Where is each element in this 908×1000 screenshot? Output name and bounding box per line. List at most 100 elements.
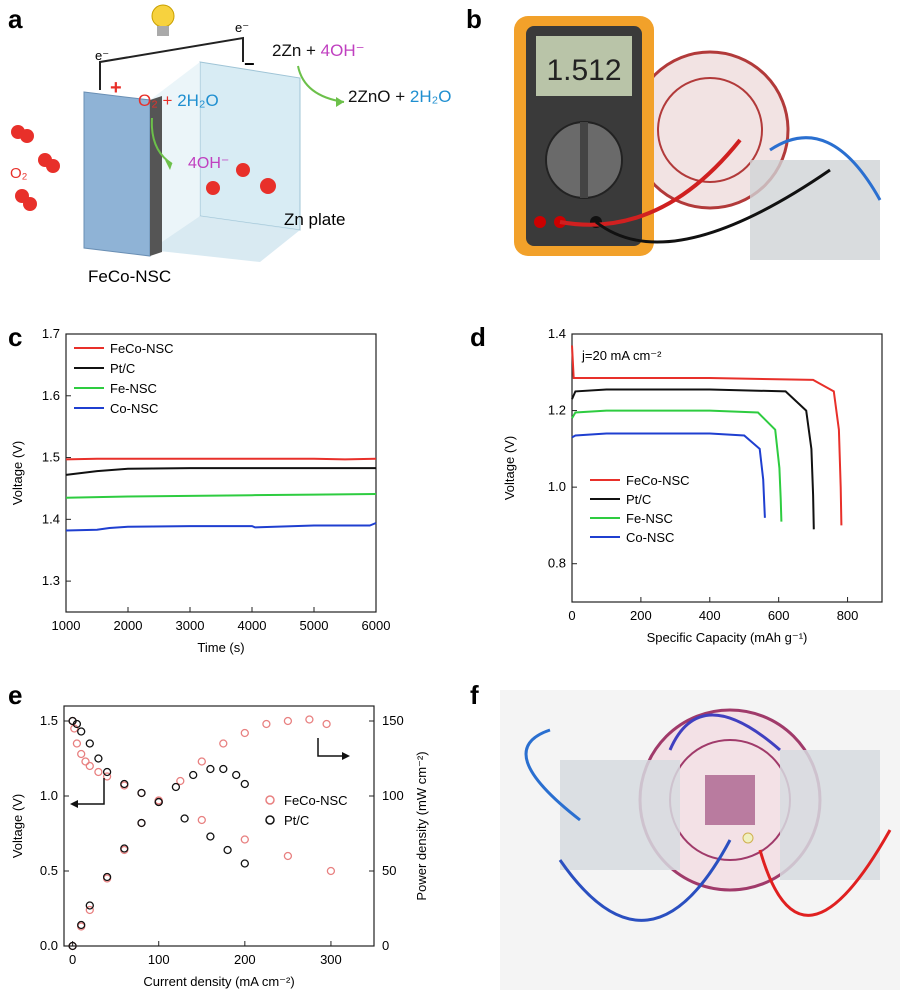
- data-point: [120, 844, 129, 853]
- data-point: [240, 859, 249, 868]
- o2-molecules: [11, 125, 60, 211]
- x-tick-label: 400: [699, 608, 721, 623]
- legend-label: FeCo-NSC: [626, 473, 690, 488]
- o2-label: O₂: [10, 165, 28, 182]
- electron-left-label: e⁻: [95, 48, 109, 63]
- data-point: [70, 724, 79, 733]
- legend-label: Co-NSC: [626, 530, 674, 545]
- reaction-arrow-anode: [297, 65, 345, 103]
- data-point: [85, 761, 94, 771]
- electrode-label: FeCo-NSC: [88, 267, 171, 286]
- x-tick-label: 2000: [114, 618, 143, 633]
- series-line-feconsc: [571, 345, 843, 526]
- data-point: [305, 715, 314, 724]
- series-line-fensc: [65, 493, 377, 499]
- data-point: [85, 901, 94, 910]
- y-axis-label: Voltage (V): [10, 441, 25, 505]
- x-tick-label: 5000: [300, 618, 329, 633]
- series-line-fensc: [571, 409, 783, 522]
- plot-frame: [65, 333, 377, 613]
- x-tick-label: 600: [768, 608, 790, 623]
- x-tick-label: 0: [568, 608, 575, 623]
- data-point: [77, 749, 86, 759]
- x-tick-label: 300: [320, 952, 342, 967]
- y-tick-label: 1.0: [40, 788, 58, 803]
- legend-label: Fe-NSC: [626, 511, 673, 526]
- cathode-reaction-text: O₂ + 2H₂O: [138, 91, 219, 110]
- data-point: [102, 872, 112, 882]
- series-line-consc: [571, 432, 766, 518]
- series-line-consc: [65, 522, 377, 532]
- data-point: [283, 851, 293, 861]
- legend-label: Pt/C: [110, 361, 135, 376]
- data-point: [189, 770, 198, 780]
- y-tick-label: 1.2: [548, 403, 566, 418]
- plot-frame: [63, 705, 375, 947]
- y-tick-label: 0.8: [548, 556, 566, 571]
- y2-tick-label: 0: [382, 938, 389, 953]
- chart-c-discharge-time: 1000 2000 3000 4000 5000 6000 1.3 1.4 1.5 1.6 1.7 T…: [10, 326, 391, 655]
- y-tick-label: 0.0: [40, 938, 58, 953]
- multimeter-display: [536, 36, 632, 96]
- chart-e-polarization-power: 0 100 200 300 0.0 0.5 1.0 1.5 Current density (m…: [10, 705, 429, 989]
- electron-right-label: e⁻: [235, 20, 249, 35]
- legend-label: Fe-NSC: [110, 381, 157, 396]
- reaction-arrow-cathode: [150, 117, 173, 165]
- panel-label-e: e: [8, 680, 23, 710]
- legend-marker: [265, 815, 275, 825]
- series-line-ptc: [65, 467, 376, 476]
- series-line-ptc: [571, 388, 815, 530]
- data-point: [180, 814, 189, 823]
- y-tick-label: 0.5: [40, 863, 58, 878]
- data-point: [85, 905, 94, 915]
- multimeter-illustration: 1.512: [514, 16, 882, 260]
- left-axis-arrow: [74, 778, 105, 805]
- data-point: [102, 772, 112, 781]
- x-tick-label: 0: [69, 952, 76, 967]
- x-axis-label: Current density (mA cm⁻²): [143, 974, 294, 989]
- zn-plate-label: Zn plate: [284, 210, 345, 229]
- x-tick-label: 200: [234, 952, 256, 967]
- data-point: [176, 776, 185, 786]
- probe-socket: [534, 216, 546, 228]
- panel-label-b: b: [466, 4, 482, 34]
- plus-sign: +: [110, 77, 122, 99]
- data-point: [197, 757, 206, 766]
- panel-label-f: f: [470, 680, 479, 710]
- x-tick-label: 3000: [176, 618, 205, 633]
- y2-axis-label: Power density (mW cm⁻²): [414, 751, 429, 900]
- data-point: [68, 941, 77, 951]
- x-tick-label: 100: [148, 952, 170, 967]
- plot-frame: [571, 333, 883, 603]
- legend-label: Co-NSC: [110, 401, 158, 416]
- data-point: [94, 767, 103, 777]
- lightbulb-icon: [151, 4, 175, 36]
- x-tick-label: 1000: [52, 618, 81, 633]
- x-tick-label: 200: [630, 608, 652, 623]
- data-point: [240, 779, 249, 789]
- right-axis-arrow: [317, 738, 346, 757]
- y-tick-label: 1.0: [548, 479, 566, 494]
- y2-tick-label: 150: [382, 713, 404, 728]
- minus-sign: −: [244, 54, 255, 74]
- y2-tick-label: 50: [382, 863, 396, 878]
- data-point: [197, 815, 206, 825]
- x-axis-label: Time (s): [197, 640, 244, 655]
- data-point: [94, 754, 103, 763]
- data-point: [137, 818, 146, 828]
- blue-wire: [524, 728, 581, 822]
- hydroxide-ions: [206, 163, 276, 195]
- circuit-wire: [99, 36, 244, 90]
- x-tick-label: 6000: [362, 618, 391, 633]
- y2-tick-label: 100: [382, 788, 404, 803]
- air-electrode: [83, 91, 151, 257]
- blue-wire: [769, 136, 882, 201]
- y-tick-label: 1.7: [42, 326, 60, 341]
- data-point: [326, 866, 336, 876]
- multimeter-photo: 1.512: [500, 10, 900, 290]
- red-wire: [758, 829, 892, 917]
- data-point: [283, 716, 293, 726]
- legend-label: FeCo-NSC: [284, 793, 348, 808]
- data-point: [120, 779, 129, 789]
- data-point: [219, 764, 228, 774]
